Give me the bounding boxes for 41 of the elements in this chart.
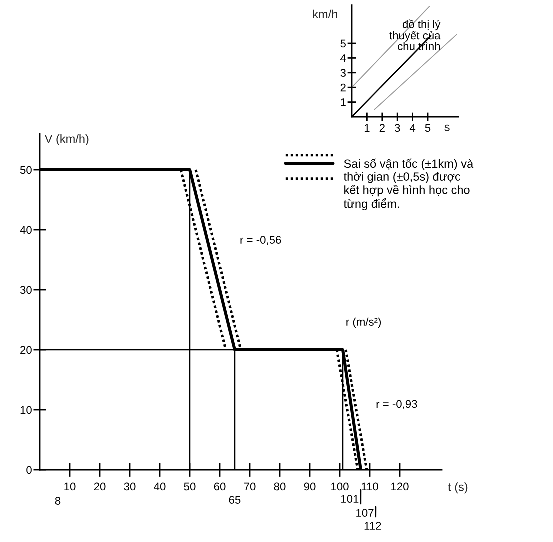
x-tick-label: 40 [154,482,166,491]
x-tick-label: 70 [244,482,256,491]
y-tick-label: 50 [20,166,32,174]
x-tick-label: 90 [304,482,316,491]
y-tick-label: 1 [341,98,346,106]
x-tick-label: 10 [64,482,76,491]
x-tick-label: 2 [380,124,385,132]
legend-label: Sai số vận tốc (±1km) và thời gian (±0,5s) được kết hợp về hình học cho từng điểm. [344,158,474,211]
x-tick-label: 3 [394,124,400,132]
y-tick-label: 40 [20,226,32,234]
y-tick-label: 0 [26,466,32,474]
text: 112 [364,522,382,530]
x-tick-label: 80 [274,482,286,491]
text: 8 [55,497,61,505]
x-tick-label: 100 [332,482,349,491]
text: 65 [229,496,241,504]
x-tick-label: 110 [362,482,378,491]
y-tick-label: 10 [20,406,32,414]
text: 107 [356,509,374,517]
x-tick-label: 20 [94,482,106,491]
x-tick-label: 4 [410,124,416,132]
y-axis-title: V (km/h) [44,134,89,146]
y-axis-title: km/h [313,10,338,19]
y-tick-label: 30 [20,286,32,294]
annotation: r = -0,93 [376,400,418,410]
x-tick-label: 5 [425,124,431,132]
text: 101 [342,495,359,503]
y-tick-label: 4 [340,54,346,62]
y-tick-label: 2 [340,84,346,92]
x-axis-title: s [444,124,450,132]
y-tick-label: 5 [340,40,346,48]
x-tick-label: 30 [124,482,136,491]
x-tick-label: 1 [364,124,370,132]
x-tick-label: 50 [184,482,196,491]
x-tick-label: 60 [214,482,226,491]
y-tick-label: 3 [340,69,346,78]
x-tick-label: 120 [392,482,409,491]
x-axis-title: t (s) [448,482,468,494]
y-tick-label: 20 [20,346,32,354]
annotation: r = -0,56 [240,236,282,246]
annotation: r (m/s²) [346,318,382,328]
